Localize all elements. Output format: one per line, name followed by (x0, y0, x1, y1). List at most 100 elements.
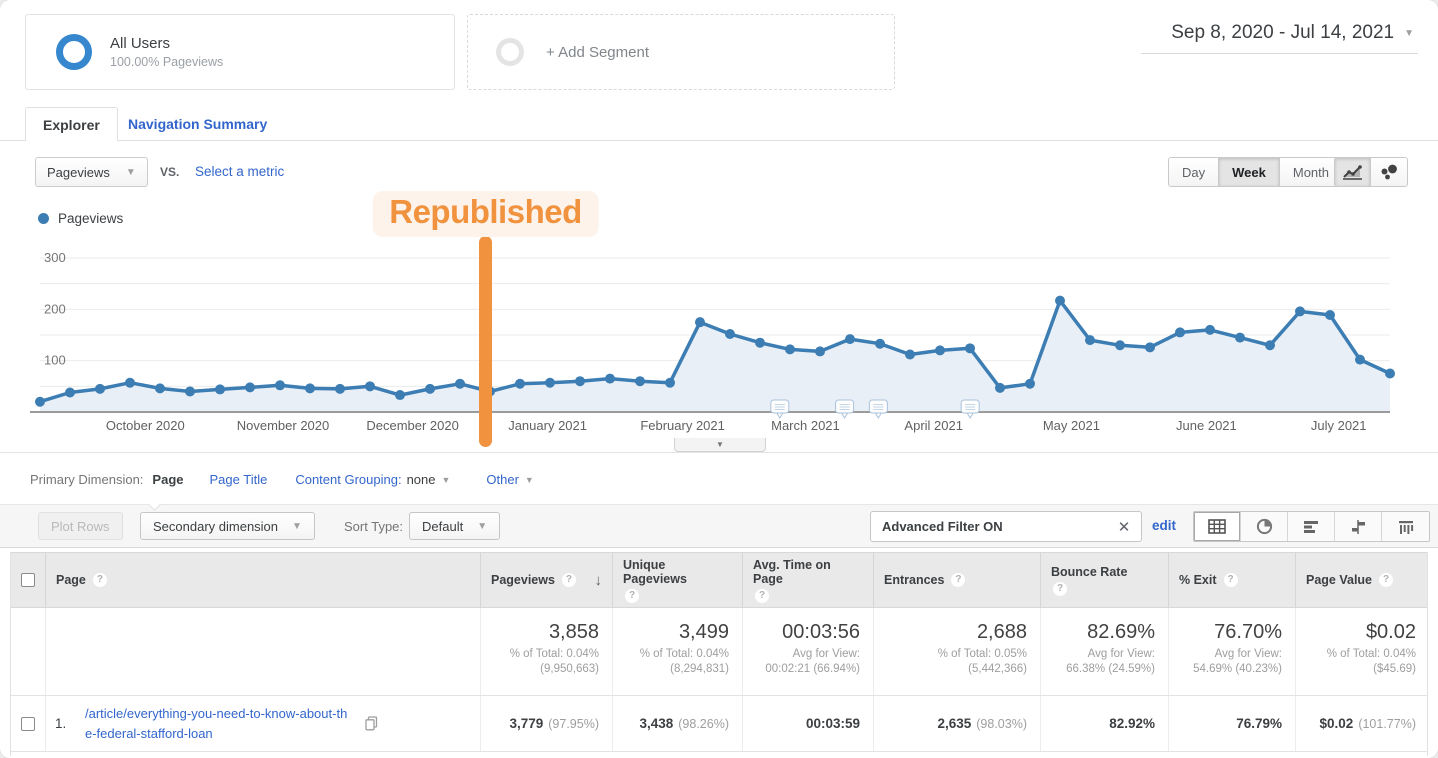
tab-explorer[interactable]: Explorer (25, 107, 118, 141)
dimension-other[interactable]: Other (486, 472, 519, 487)
scatter-plot-icon (1380, 164, 1398, 180)
motion-chart-view-button[interactable] (1371, 158, 1407, 186)
table-view-toggle (1193, 511, 1430, 542)
summary-page-cell (46, 608, 481, 695)
summary-checkbox-cell (11, 608, 46, 695)
svg-text:November 2020: November 2020 (237, 418, 330, 433)
tab-navigation-summary[interactable]: Navigation Summary (128, 115, 268, 132)
close-icon[interactable]: ✕ (1117, 518, 1131, 536)
cell-value: 76.79% (1236, 716, 1282, 731)
data-view-button[interactable] (1194, 512, 1241, 541)
pivot-view-button[interactable] (1382, 512, 1429, 541)
sort-type-dropdown[interactable]: Default ▼ (409, 512, 501, 540)
comparison-bars-icon (1350, 519, 1366, 534)
add-segment-circle-icon (496, 38, 524, 66)
row-checkbox[interactable] (21, 716, 35, 731)
sort-type-label: Sort Type: (344, 519, 404, 534)
cell-value: 3,779 (509, 716, 544, 731)
column-header-exit[interactable]: % Exit ? (1169, 553, 1296, 607)
line-chart-icon (1342, 164, 1363, 180)
help-icon[interactable]: ? (625, 588, 639, 603)
line-chart-view-button[interactable] (1335, 158, 1371, 186)
summary-subtext: 54.69% (40.23%) (1193, 662, 1282, 675)
column-header-bounce-rate[interactable]: Bounce Rate ? (1041, 553, 1169, 607)
svg-text:June 2021: June 2021 (1176, 418, 1237, 433)
column-label: Page (56, 573, 86, 587)
cell-value: 00:03:59 (805, 716, 860, 731)
pivot-icon (1398, 520, 1414, 534)
annotation-marker-icon (835, 399, 855, 419)
pages-table: Page ? Pageviews ? ↓ Unique Pageviews ? … (10, 552, 1428, 756)
summary-subtext: 00:02:21 (66.94%) (765, 662, 860, 675)
plot-rows-button[interactable]: Plot Rows (38, 512, 123, 540)
granularity-week-button[interactable]: Week (1219, 158, 1280, 186)
svg-text:100: 100 (44, 353, 66, 368)
select-all-checkbox[interactable] (21, 573, 35, 587)
annotation-marker-icon (770, 399, 790, 419)
add-segment-button[interactable]: + Add Segment (467, 14, 895, 90)
column-header-entrances[interactable]: Entrances ? (874, 553, 1041, 607)
pageviews-chart: 100 200 300 October 2020 November 2020 Decemb… (30, 240, 1400, 455)
dimension-content-grouping[interactable]: Content Grouping: (295, 472, 402, 487)
segment-circle-icon (56, 34, 92, 70)
summary-value: 82.69% (1087, 621, 1155, 643)
summary-subtext: Avg for View: (1214, 648, 1282, 660)
column-header-unique-pageviews[interactable]: Unique Pageviews ? (613, 553, 743, 607)
row-avg-time: 00:03:59 (743, 696, 874, 751)
column-label: Page Value (1306, 573, 1373, 587)
granularity-toggle: Day Week Month (1168, 157, 1343, 187)
granularity-month-button[interactable]: Month (1279, 158, 1342, 186)
comparison-view-button[interactable] (1335, 512, 1382, 541)
segment-card-all-users[interactable]: All Users 100.00% Pageviews (25, 14, 455, 90)
cell-percent: (97.95%) (548, 716, 599, 731)
svg-text:March 2021: March 2021 (771, 418, 840, 433)
dimension-page-title[interactable]: Page Title (209, 472, 268, 487)
svg-text:300: 300 (44, 250, 66, 265)
help-icon[interactable]: ? (92, 573, 107, 587)
column-header-pageviews[interactable]: Pageviews ? ↓ (481, 553, 613, 607)
svg-text:February 2021: February 2021 (640, 418, 725, 433)
help-icon[interactable]: ? (1223, 573, 1238, 587)
summary-value: 2,688 (976, 621, 1027, 643)
svg-text:October 2020: October 2020 (106, 418, 185, 433)
svg-text:200: 200 (44, 301, 66, 316)
dimension-page[interactable]: Page (152, 472, 184, 487)
performance-view-button[interactable] (1288, 512, 1335, 541)
percentage-view-button[interactable] (1241, 512, 1288, 541)
summary-subtext: ($45.69) (1373, 662, 1416, 675)
help-icon[interactable]: ? (755, 588, 769, 603)
secondary-dimension-label: Secondary dimension (153, 518, 279, 534)
row-exit: 76.79% (1169, 696, 1296, 751)
chart-legend: Pageviews (38, 211, 123, 226)
svg-text:May 2021: May 2021 (1043, 418, 1100, 433)
secondary-dimension-dropdown[interactable]: Secondary dimension ▼ (140, 512, 315, 540)
column-header-page-value[interactable]: Page Value ? (1296, 553, 1429, 607)
edit-filter-link[interactable]: edit (1152, 518, 1177, 533)
help-icon[interactable]: ? (1053, 581, 1067, 596)
table-toolbar: Plot Rows Secondary dimension ▼ Sort Typ… (0, 498, 1438, 548)
annotation-marker-icon (868, 399, 888, 419)
sort-descending-icon[interactable]: ↓ (594, 571, 603, 589)
column-header-avg-time[interactable]: Avg. Time on Page ? (743, 553, 874, 607)
granularity-day-button[interactable]: Day (1169, 158, 1220, 186)
copy-page-url-icon[interactable] (365, 716, 378, 731)
column-header-page[interactable]: Page ? (46, 553, 481, 607)
row-bounce-rate: 82.92% (1041, 696, 1169, 751)
advanced-filter-box[interactable]: Advanced Filter ON ✕ (870, 511, 1142, 542)
chevron-down-icon: ▼ (1404, 27, 1414, 39)
segment-title: All Users (110, 35, 171, 52)
advanced-filter-text: Advanced Filter ON (882, 519, 1003, 534)
row-unique-pageviews: 3,438 (98.26%) (613, 696, 743, 751)
metric-dropdown[interactable]: Pageviews ▼ (35, 157, 148, 187)
help-icon[interactable]: ? (1379, 573, 1394, 587)
page-url-link[interactable]: /article/everything-you-need-to-know-abo… (85, 706, 348, 741)
table-header-row: Page ? Pageviews ? ↓ Unique Pageviews ? … (11, 552, 1427, 608)
help-icon[interactable]: ? (561, 573, 576, 587)
horizontal-bars-icon (1303, 520, 1319, 534)
date-range-selector[interactable]: Sep 8, 2020 - Jul 14, 2021 ▼ (1141, 22, 1418, 54)
content-grouping-value[interactable]: none (406, 472, 436, 487)
select-a-metric-link[interactable]: Select a metric (195, 164, 285, 179)
expand-annotations-tab[interactable]: ▼ (674, 438, 766, 452)
help-icon[interactable]: ? (951, 573, 966, 587)
series-color-dot-icon (38, 213, 49, 224)
